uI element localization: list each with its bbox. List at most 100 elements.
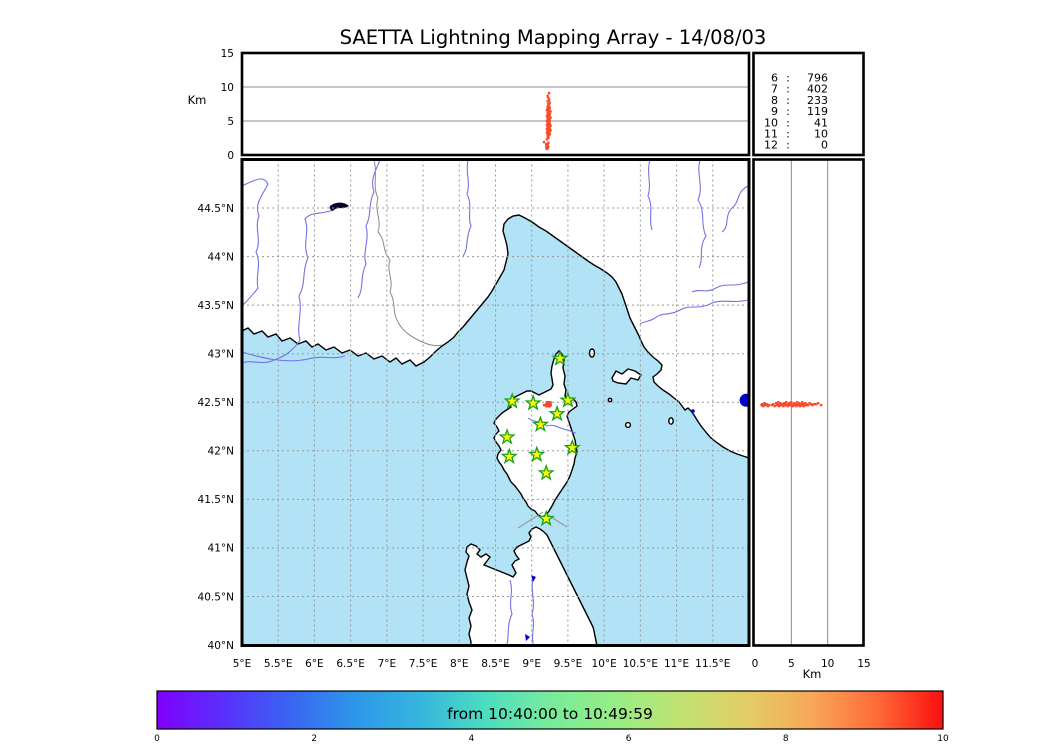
lightning-point	[773, 404, 776, 408]
longitude-tick-label: 6.5°E	[336, 658, 365, 670]
stat-level: 9	[771, 105, 778, 118]
altitude-tick-label: 15	[221, 48, 234, 60]
lightning-point	[546, 143, 549, 146]
map-lightning-scatter	[542, 401, 552, 408]
longitude-tick-label: 9°E	[522, 658, 541, 670]
stat-level: 11	[764, 128, 778, 141]
longitude-tick-label: 8.5°E	[481, 658, 510, 670]
admin-borders	[373, 159, 568, 529]
lightning-point	[795, 401, 799, 404]
lightning-point	[547, 114, 551, 117]
latitude-tick-label: 43.5°N	[198, 300, 234, 312]
right-altitude-tick-label: 5	[788, 658, 795, 670]
lightning-point	[803, 402, 807, 405]
lake-sardinia-2	[525, 634, 530, 641]
lightning-point	[547, 120, 550, 123]
station-star-icon	[498, 428, 516, 445]
lightning-point	[546, 94, 549, 98]
station-star-icon	[503, 392, 521, 409]
lightning-point	[819, 403, 823, 407]
lightning-point	[762, 403, 765, 407]
lightning-point	[763, 402, 766, 405]
lightning-point	[547, 132, 550, 135]
lightning-point	[793, 402, 796, 405]
lightning-point	[548, 106, 552, 110]
longitude-tick-label: 7°E	[378, 658, 397, 670]
time-colorbar	[156, 690, 944, 730]
lightning-point	[545, 144, 549, 148]
lightning-point	[790, 401, 793, 404]
colorbar-time-label: from 10:40:00 to 10:49:59	[447, 705, 653, 723]
lightning-point	[774, 402, 778, 405]
lightning-point	[549, 124, 552, 127]
lightning-point	[546, 133, 549, 136]
lightning-point	[817, 402, 820, 405]
lightning-point	[548, 127, 552, 130]
stat-count: 10	[814, 128, 828, 141]
stat-colon: :	[786, 83, 790, 96]
lightning-point	[767, 403, 771, 407]
lightning-point	[547, 104, 551, 107]
latitude-tick-label: 44°N	[208, 251, 234, 263]
lightning-point	[761, 402, 764, 406]
right-panel-border	[752, 158, 865, 647]
lightning-point	[545, 138, 549, 141]
lightning-point	[802, 404, 805, 408]
lightning-point	[547, 117, 551, 120]
lightning-point	[546, 111, 549, 115]
right-altitude-tick-label: 15	[857, 658, 870, 670]
lightning-point	[545, 119, 549, 123]
lightning-point	[545, 115, 549, 118]
latitude-tick-label: 40.5°N	[198, 591, 234, 603]
altitude-tick-label: 0	[227, 150, 234, 162]
station-star-icon	[537, 509, 555, 527]
lake-sardinia-1	[531, 575, 536, 582]
stat-level: 8	[771, 94, 778, 107]
altitude-longitude-scatter	[542, 91, 552, 151]
lightning-point	[548, 122, 552, 125]
lightning-point	[546, 147, 549, 150]
stat-count: 41	[814, 116, 828, 129]
lightning-point	[765, 402, 768, 406]
lightning-point	[546, 117, 549, 121]
stat-level: 6	[771, 72, 778, 85]
latitude-tick-label: 41°N	[208, 543, 234, 555]
stat-colon: :	[786, 105, 790, 118]
source-counts-panel	[752, 51, 865, 157]
right-altitude-tick-label: 10	[821, 658, 834, 670]
island-capraia	[588, 348, 596, 358]
stat-count: 796	[807, 72, 828, 85]
longitude-tick-label: 9.5°E	[554, 658, 583, 670]
lightning-point	[549, 110, 552, 113]
lightning-point	[542, 140, 546, 144]
longitude-tick-label: 6°E	[305, 658, 324, 670]
lake-bolsena-dot	[739, 393, 749, 407]
lightning-point	[548, 101, 552, 104]
lake-orbetello	[691, 409, 695, 413]
lightning-point	[545, 108, 549, 112]
lightning-point	[805, 402, 808, 406]
lightning-point	[546, 100, 549, 103]
altitude-panel-gridlines	[242, 86, 749, 122]
stat-level: 7	[771, 83, 778, 96]
station-star-icon	[524, 394, 542, 411]
right-panel-tick-labels: 0 5 10 15	[752, 658, 871, 670]
longitude-tick-label: 11.5°E	[695, 658, 730, 670]
lightning-point	[547, 98, 551, 102]
lightning-point	[785, 401, 788, 404]
lightning-point	[547, 145, 550, 149]
island-montecristo	[624, 421, 632, 429]
colorbar-tick-label: 6	[626, 734, 632, 744]
station-star-icon	[548, 404, 566, 422]
altitude-tick-label: 10	[221, 82, 234, 94]
lightning-point	[546, 135, 549, 138]
map-border	[240, 158, 751, 647]
station-star-icon	[559, 391, 577, 408]
map-graticule	[242, 159, 749, 646]
colorbar-tick-label: 4	[469, 734, 475, 744]
lightning-point	[547, 134, 551, 137]
colorbar-tick-label: 10	[937, 734, 949, 744]
station-star-icon	[551, 349, 569, 366]
altitude-axis-label: Km	[188, 93, 207, 107]
